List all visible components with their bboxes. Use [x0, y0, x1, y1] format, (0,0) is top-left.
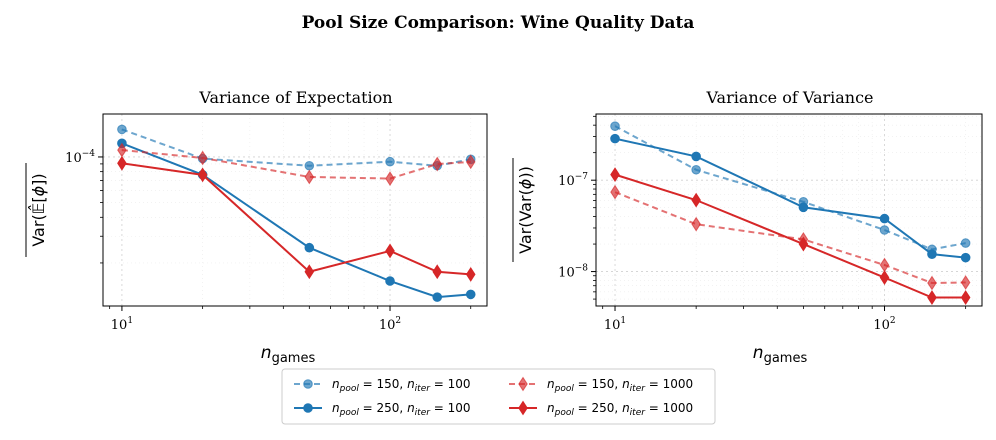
panel-variance-of-variance: Variance of Variance 101 102 10−7 10−8 ngam… — [512, 88, 983, 366]
x-tick-label: 101 — [111, 316, 133, 333]
data-point — [465, 289, 476, 300]
legend-marker — [303, 403, 313, 413]
series-3 — [610, 167, 971, 305]
legend-frame — [281, 368, 716, 425]
data-point — [385, 171, 395, 187]
data-point — [304, 160, 315, 171]
legend-label: npool = 250, niter = 100 — [332, 401, 471, 418]
series-line — [121, 128, 471, 167]
series-line — [614, 137, 966, 259]
data-point — [117, 124, 127, 135]
axes-frame — [595, 113, 983, 307]
grid — [596, 114, 982, 306]
data-point — [691, 192, 701, 208]
series-line — [121, 149, 471, 180]
legend: npool = 150, niter = 100 npool = 250, nit… — [281, 368, 716, 425]
y-tick-label: 10−8 — [558, 264, 588, 281]
legend-marker — [518, 400, 528, 416]
data-point — [610, 133, 620, 144]
y-tick-label: 10−4 — [65, 149, 95, 166]
legend-item: npool = 150, niter = 100 — [294, 377, 471, 394]
data-point — [879, 225, 890, 235]
svg-text:Var(𝔼̂[ϕ]): Var(𝔼̂[ϕ]) — [28, 173, 48, 246]
data-point — [304, 169, 315, 185]
data-point — [691, 151, 701, 162]
data-point — [304, 242, 315, 253]
axes-frame — [102, 113, 488, 307]
series-1 — [117, 138, 476, 302]
legend-item: npool = 150, niter = 1000 — [509, 376, 693, 394]
plot-area: 101 102 10−7 10−8 — [558, 113, 983, 333]
data-point — [385, 276, 395, 286]
data-point — [798, 202, 809, 213]
data-point — [610, 184, 620, 200]
legend-label: npool = 150, niter = 1000 — [547, 377, 693, 394]
data-point — [385, 156, 395, 167]
series-line — [614, 125, 966, 251]
data-point — [117, 155, 127, 171]
data-point — [927, 290, 937, 305]
data-point — [960, 252, 971, 263]
data-point — [691, 164, 701, 175]
data-point — [879, 270, 890, 285]
grid — [103, 114, 487, 306]
y-axis-label: Var(𝔼̂[ϕ]) — [25, 163, 48, 257]
series-line — [614, 173, 966, 299]
legend-marker — [303, 379, 313, 389]
data-point — [927, 249, 937, 259]
data-point — [879, 213, 890, 224]
data-point — [960, 238, 971, 248]
data-point — [610, 167, 620, 183]
data-point — [879, 257, 890, 273]
data-point — [432, 264, 443, 280]
data-point — [927, 275, 937, 291]
data-point — [798, 236, 809, 252]
data-point — [960, 290, 971, 305]
data-point — [960, 275, 971, 290]
series-line — [614, 191, 966, 284]
x-axis-label: ngames — [753, 343, 808, 366]
data-point — [197, 150, 208, 166]
x-tick-label: 102 — [379, 316, 401, 333]
panel-title: Variance of Expectation — [198, 88, 392, 107]
data-point — [465, 154, 476, 170]
legend-label: npool = 150, niter = 100 — [332, 377, 471, 394]
legend-label: npool = 250, niter = 1000 — [547, 401, 693, 418]
data-point — [304, 264, 315, 280]
legend-item: npool = 250, niter = 100 — [294, 401, 471, 418]
x-tick-label: 101 — [604, 316, 626, 333]
y-tick-label: 10−7 — [558, 172, 588, 189]
series-3 — [117, 155, 476, 282]
data-point — [432, 292, 443, 302]
series-2 — [117, 142, 476, 187]
series-line — [121, 142, 471, 299]
data-point — [465, 266, 476, 282]
x-axis-label: ngames — [261, 343, 316, 366]
panel-variance-of-expectation: Variance of Expectation 101 102 10−4 ngame… — [25, 88, 488, 366]
data-point — [610, 121, 620, 131]
data-point — [385, 243, 395, 259]
y-axis-label: Var(Var(ϕ)) — [512, 158, 535, 262]
data-point — [691, 216, 701, 232]
legend-item: npool = 250, niter = 1000 — [509, 400, 693, 418]
legend-marker — [518, 376, 528, 392]
figure-title: Pool Size Comparison: Wine Quality Data — [302, 13, 695, 33]
panel-title: Variance of Variance — [705, 88, 873, 107]
x-tick-label: 102 — [873, 316, 895, 333]
series-line — [121, 162, 471, 276]
svg-text:Var(Var(ϕ)): Var(Var(ϕ)) — [516, 166, 535, 254]
plot-area: 101 102 10−4 — [65, 113, 488, 333]
data-point — [432, 156, 443, 172]
data-point — [197, 167, 208, 183]
series-0 — [610, 121, 971, 255]
series-1 — [610, 133, 971, 263]
